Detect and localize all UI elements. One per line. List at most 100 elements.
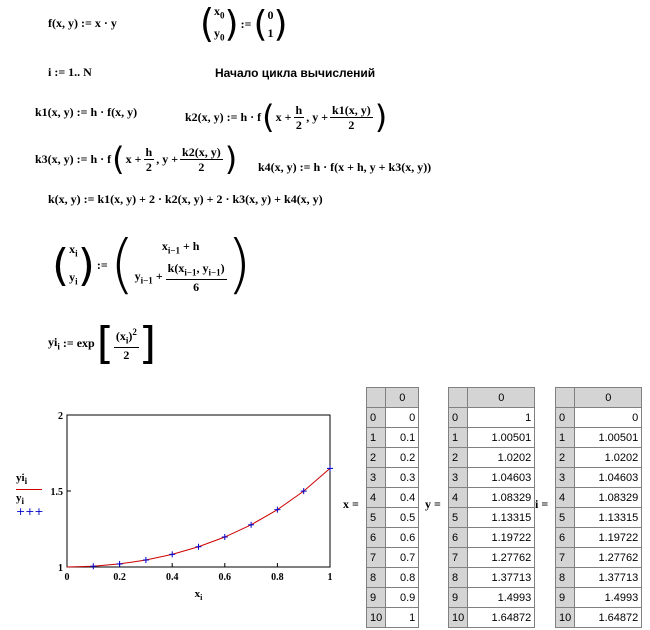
cell-value[interactable]: 0.9 — [385, 587, 420, 608]
row-index: 6 — [447, 527, 469, 548]
table-row[interactable]: 9 1.4993 — [447, 587, 536, 608]
chart-svg[interactable]: 0 0.2 0.4 0.6 0.8 1 1 1.5 2 xi — [10, 405, 340, 605]
cell-value[interactable]: 1.00501 — [467, 427, 536, 448]
initial-vector-equation[interactable]: ( x0 y0 ) := ( 0 1 ) — [200, 1, 288, 47]
yi-den: 2 — [123, 348, 130, 363]
x-tick-label: 0.6 — [219, 572, 232, 583]
table-row[interactable]: 4 1.08329 — [554, 487, 643, 508]
cell-value[interactable]: 1.37713 — [574, 567, 643, 588]
cell-value[interactable]: 1.4993 — [574, 587, 643, 608]
cell-value[interactable]: 1.08329 — [467, 487, 536, 508]
table-column-header[interactable]: 0 — [385, 387, 420, 408]
chart-container[interactable]: 0 0.2 0.4 0.6 0.8 1 1 1.5 2 xi — [10, 405, 340, 605]
legend-y-label: y — [16, 492, 22, 505]
table-row[interactable]: 3 0.3 — [365, 467, 420, 488]
cell-value[interactable]: 1.64872 — [467, 607, 536, 628]
table-row[interactable]: 7 0.7 — [365, 547, 420, 568]
yi-sub: i — [57, 341, 60, 352]
table-row[interactable]: 7 1.27762 — [554, 547, 643, 568]
iter-x-symbol: x — [69, 241, 76, 256]
plot-frame — [66, 414, 331, 568]
table-row[interactable]: 1 1.00501 — [554, 427, 643, 448]
table-row[interactable]: 10 1.64872 — [554, 607, 643, 628]
iter-k-sub2: i−1 — [208, 266, 221, 277]
table-row[interactable]: 8 1.37713 — [447, 567, 536, 588]
cell-value[interactable]: 0 — [385, 407, 420, 428]
k4-definition[interactable]: k4(x, y) := h · f(x + h, y + k3(x, y)) — [258, 160, 432, 174]
cell-value[interactable]: 0.8 — [385, 567, 420, 588]
table-row[interactable]: 6 1.19722 — [447, 527, 536, 548]
k3-frac-2: 2 — [145, 159, 152, 174]
cell-value[interactable]: 0.2 — [385, 447, 420, 468]
table-row[interactable]: 5 1.13315 — [447, 507, 536, 528]
yi-num-close: ) — [128, 328, 133, 343]
row-index: 6 — [365, 527, 387, 548]
cell-value[interactable]: 1.27762 — [467, 547, 536, 568]
table-row[interactable]: 5 1.13315 — [554, 507, 643, 528]
x-table[interactable]: 0 0 0 1 0.1 2 0.2 3 0.3 4 0.4 5 0.5 6 0.6 7 0.7 8 0.8 9 0.9 1… — [365, 387, 420, 628]
cell-value[interactable]: 1.04603 — [574, 467, 643, 488]
f-definition[interactable]: f(x, y) := x · y — [48, 16, 117, 30]
cell-value[interactable]: 1 — [385, 607, 420, 628]
yi-exp: := exp — [62, 336, 95, 350]
cell-value[interactable]: 1.13315 — [574, 507, 643, 528]
cell-value[interactable]: 0.3 — [385, 467, 420, 488]
table-row[interactable]: 1 1.00501 — [447, 427, 536, 448]
table-row[interactable]: 4 0.4 — [365, 487, 420, 508]
cell-value[interactable]: 1.0202 — [467, 447, 536, 468]
table-row[interactable]: 2 1.0202 — [554, 447, 643, 468]
table-row[interactable]: 8 0.8 — [365, 567, 420, 588]
range-definition[interactable]: i := 1.. N — [48, 65, 92, 79]
cell-value[interactable]: 1.37713 — [467, 567, 536, 588]
cell-value[interactable]: 1.08329 — [574, 487, 643, 508]
cell-value[interactable]: 1.04603 — [467, 467, 536, 488]
table-row[interactable]: 9 1.4993 — [554, 587, 643, 608]
yi-definition[interactable]: yii := exp [ (xi)2 2 ] — [48, 318, 157, 369]
table-row[interactable]: 6 1.19722 — [554, 527, 643, 548]
table-row[interactable]: 3 1.04603 — [447, 467, 536, 488]
table-row[interactable]: 10 1 — [365, 607, 420, 628]
cell-value[interactable]: 1.19722 — [467, 527, 536, 548]
table-column-header[interactable]: 0 — [467, 387, 536, 408]
cell-value[interactable]: 0.1 — [385, 427, 420, 448]
cell-value[interactable]: 1.00501 — [574, 427, 643, 448]
chart-legend: yii yi +++ — [16, 472, 56, 518]
table-row[interactable]: 8 1.37713 — [554, 567, 643, 588]
k1-definition[interactable]: k1(x, y) := h · f(x, y) — [35, 105, 138, 119]
cell-value[interactable]: 1.27762 — [574, 547, 643, 568]
cell-value[interactable]: 0.6 — [385, 527, 420, 548]
table-row[interactable]: 9 0.9 — [365, 587, 420, 608]
legend-yi-sub: i — [24, 476, 28, 487]
cell-value[interactable]: 1.4993 — [467, 587, 536, 608]
table-row[interactable]: 2 0.2 — [365, 447, 420, 468]
cell-value[interactable]: 1.13315 — [467, 507, 536, 528]
table-row[interactable]: 10 1.64872 — [447, 607, 536, 628]
cell-value[interactable]: 1.64872 — [574, 607, 643, 628]
table-row[interactable]: 2 1.0202 — [447, 447, 536, 468]
cell-value[interactable]: 0.5 — [385, 507, 420, 528]
table-row[interactable]: 6 0.6 — [365, 527, 420, 548]
table-row[interactable]: 1 0.1 — [365, 427, 420, 448]
table-row[interactable]: 3 1.04603 — [554, 467, 643, 488]
table-row[interactable]: 4 1.08329 — [447, 487, 536, 508]
table-row[interactable]: 7 1.27762 — [447, 547, 536, 568]
k-sum-definition[interactable]: k(x, y) := k1(x, y) + 2 · k2(x, y) + 2 ·… — [48, 192, 323, 206]
cell-value[interactable]: 1.19722 — [574, 527, 643, 548]
yi-symbol: yi — [48, 335, 58, 350]
table-column-header[interactable]: 0 — [574, 387, 643, 408]
cell-value[interactable]: 1 — [467, 407, 536, 428]
yi-table[interactable]: 0 0 0 1 1.00501 2 1.0202 3 1.04603 4 1.08329 5 1.133… — [554, 387, 643, 628]
cell-value[interactable]: 0 — [574, 407, 643, 428]
iteration-equation[interactable]: ( xi yi ) := ( xi−1 + h yi−1 + k(xi−1, y… — [52, 228, 252, 302]
row-index: 9 — [554, 587, 576, 608]
cell-value[interactable]: 0.4 — [385, 487, 420, 508]
table-row[interactable]: 5 0.5 — [365, 507, 420, 528]
cell-value[interactable]: 0.7 — [385, 547, 420, 568]
cell-value[interactable]: 1.0202 — [574, 447, 643, 468]
y-table[interactable]: 0 0 1 1 1.00501 2 1.0202 3 1.04603 4 1.08329 5 1.133… — [447, 387, 536, 628]
